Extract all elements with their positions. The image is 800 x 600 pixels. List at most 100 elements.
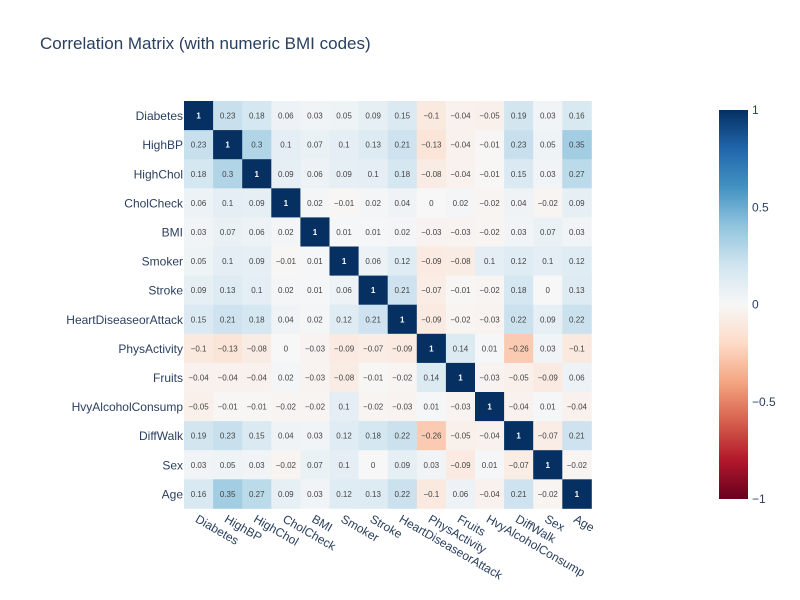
- heatmap-cell: [271, 421, 301, 451]
- heatmap-cell: [445, 130, 476, 160]
- heatmap-cell: [504, 159, 534, 189]
- heatmap-cell: [271, 333, 301, 364]
- cell-value-label: −0.04: [218, 373, 239, 382]
- heatmap-cell: [213, 188, 243, 218]
- heatmap-cell: [562, 159, 592, 189]
- cell-value-label: 0.05: [540, 141, 556, 150]
- cell-value-label: 0.21: [569, 432, 585, 441]
- cell-value-label: 0: [284, 344, 289, 353]
- cell-value-label: 0.03: [540, 112, 556, 121]
- cell-value-label: 1: [255, 170, 260, 179]
- cell-value-label: 0.27: [249, 490, 265, 499]
- heatmap-cell: [329, 421, 359, 451]
- y-tick-label: DiffWalk: [139, 429, 184, 443]
- heatmap-cell: [562, 188, 592, 218]
- heatmap-cell: [213, 246, 243, 276]
- heatmap-cell: [329, 246, 359, 276]
- heatmap-cell: [445, 479, 476, 509]
- cell-value-label: 0.06: [336, 286, 352, 295]
- cell-value-label: −0.02: [276, 461, 297, 470]
- cell-value-label: 0.1: [338, 141, 350, 150]
- cell-value-label: 0.18: [365, 432, 381, 441]
- heatmap-cell: [562, 304, 592, 335]
- heatmap-cell: [504, 217, 534, 247]
- heatmap-cell: [445, 333, 476, 364]
- colorbar-tick-label: 0: [752, 298, 759, 312]
- heatmap-cell: [475, 130, 505, 160]
- y-tick-label: Smoker: [142, 255, 183, 269]
- heatmap-cell: [445, 217, 476, 247]
- y-tick-label: HighBP: [142, 138, 183, 152]
- heatmap-cell: [329, 188, 359, 218]
- cell-value-label: 0.3: [222, 170, 234, 179]
- cell-value-label: 0.13: [365, 490, 381, 499]
- heatmap-cell: [562, 130, 592, 160]
- cell-value-label: −0.04: [479, 432, 500, 441]
- heatmap-cell: [300, 304, 330, 335]
- heatmap-cell: [213, 130, 243, 160]
- heatmap-cell: [242, 333, 272, 364]
- cell-value-label: −0.03: [421, 228, 442, 237]
- cell-value-label: −0.26: [509, 344, 530, 353]
- cell-value-label: 0.04: [278, 315, 294, 324]
- cell-value-label: 0.21: [394, 286, 410, 295]
- cell-value-label: 0.1: [542, 257, 554, 266]
- cell-value-label: 0.21: [394, 141, 410, 150]
- heatmap-cell: [387, 333, 418, 364]
- y-tick-label: Diabetes: [136, 109, 183, 123]
- heatmap-cell: [562, 362, 592, 393]
- cell-value-label: −0.03: [450, 403, 471, 412]
- heatmap-cell: [533, 333, 563, 364]
- heatmap-cell-labels: 1 0.23 0.18 0.06 0.03 0.05 0.09 0.15 −0.1 −0.04 −0…: [188, 112, 587, 499]
- heatmap-cell: [562, 450, 592, 480]
- cell-value-label: 0.06: [365, 257, 381, 266]
- cell-value-label: 0.12: [569, 257, 585, 266]
- cell-value-label: −0.02: [479, 286, 500, 295]
- cell-value-label: 0.1: [251, 286, 263, 295]
- heatmap-cell: [475, 362, 505, 393]
- heatmap-cell: [445, 392, 476, 422]
- y-tick-label: PhysActivity: [118, 342, 183, 356]
- heatmap-cell: [213, 421, 243, 451]
- heatmap-cells: [184, 101, 592, 509]
- heatmap-cell: [271, 304, 301, 335]
- cell-value-label: 0.01: [482, 344, 498, 353]
- heatmap-cell: [445, 275, 476, 306]
- heatmap-cell: [387, 304, 418, 335]
- cell-value-label: −0.02: [363, 403, 384, 412]
- heatmap-cell: [533, 246, 563, 276]
- heatmap-cell: [271, 362, 301, 393]
- cell-value-label: −0.05: [479, 112, 500, 121]
- cell-value-label: −0.13: [421, 141, 442, 150]
- cell-value-label: −0.04: [450, 141, 471, 150]
- cell-value-label: −0.01: [247, 403, 268, 412]
- heatmap-cell: [533, 217, 563, 247]
- heatmap-cell: [416, 188, 447, 218]
- heatmap-cell: [184, 130, 214, 160]
- heatmap-cell: [300, 130, 330, 160]
- cell-value-label: 0.1: [368, 170, 380, 179]
- heatmap-cell: [475, 188, 505, 218]
- cell-value-label: −0.09: [538, 373, 559, 382]
- cell-value-label: 0.18: [394, 170, 410, 179]
- cell-value-label: −0.04: [450, 170, 471, 179]
- heatmap-cell: [387, 246, 418, 276]
- cell-value-label: −0.02: [479, 199, 500, 208]
- cell-value-label: 0.19: [511, 112, 527, 121]
- cell-value-label: 0.02: [453, 199, 469, 208]
- cell-value-label: 0.19: [191, 432, 207, 441]
- heatmap-cell: [184, 333, 214, 364]
- cell-value-label: −0.08: [421, 170, 442, 179]
- cell-value-label: −0.04: [188, 373, 209, 382]
- heatmap-cell: [184, 246, 214, 276]
- cell-value-label: 0.03: [307, 490, 323, 499]
- cell-value-label: 0.16: [191, 490, 207, 499]
- cell-value-label: 0.21: [511, 490, 527, 499]
- heatmap-cell: [504, 421, 534, 451]
- cell-value-label: 1: [400, 315, 405, 324]
- heatmap-cell: [475, 450, 505, 480]
- cell-value-label: 1: [313, 228, 318, 237]
- cell-value-label: −0.04: [247, 373, 268, 382]
- cell-value-label: 0.23: [220, 432, 236, 441]
- heatmap-cell: [445, 246, 476, 276]
